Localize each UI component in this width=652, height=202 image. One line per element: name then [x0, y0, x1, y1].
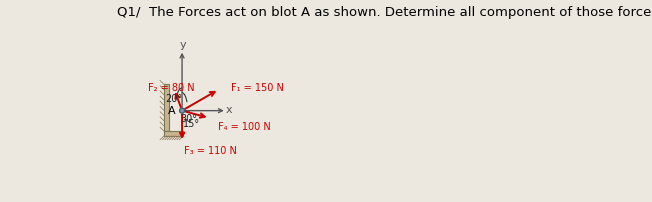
Text: 30°: 30° [181, 113, 198, 123]
Text: 20°: 20° [166, 94, 183, 104]
Bar [164, 131, 183, 136]
Text: x: x [226, 104, 233, 114]
Circle shape [179, 109, 185, 114]
Text: 15°: 15° [183, 118, 200, 128]
Text: F₄ = 100 N: F₄ = 100 N [218, 122, 271, 132]
Text: Q1/  The Forces act on blot A as shown. Determine all component of those forces?: Q1/ The Forces act on blot A as shown. D… [117, 6, 652, 19]
Text: A: A [168, 105, 176, 115]
Text: F₃ = 110 N: F₃ = 110 N [184, 145, 237, 155]
Text: F₁ = 150 N: F₁ = 150 N [231, 83, 284, 93]
Text: F₂ = 80 N: F₂ = 80 N [148, 83, 194, 93]
Bar [164, 85, 169, 131]
Text: y: y [180, 40, 186, 49]
